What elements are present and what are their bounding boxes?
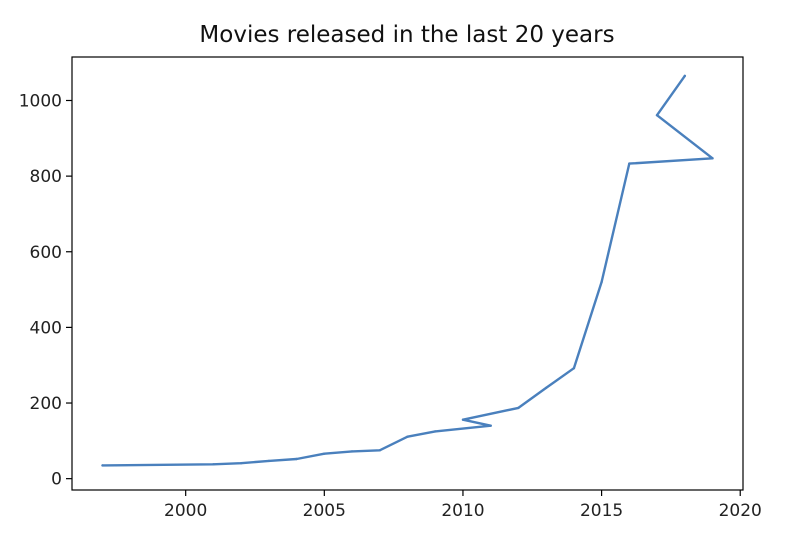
data-point (267, 459, 271, 463)
data-point (323, 452, 326, 455)
data-point (517, 406, 520, 410)
data-point (572, 367, 576, 370)
data-point (489, 424, 492, 427)
data-point (350, 450, 354, 453)
data-point (461, 418, 465, 421)
data-point (295, 457, 298, 461)
series-points (101, 74, 714, 467)
data-point (600, 280, 603, 284)
chart-title: Movies released in the last 20 years (199, 22, 614, 48)
x-tick-label: 2000 (164, 501, 207, 521)
data-point (378, 449, 381, 452)
y-tick-label: 400 (30, 318, 62, 338)
plot-area-frame (71, 56, 744, 491)
x-tick-label: 2005 (303, 501, 346, 521)
data-point (212, 463, 215, 466)
data-point (406, 435, 409, 438)
x-tick-label: 2020 (719, 501, 762, 521)
data-point (628, 162, 631, 165)
y-tick-label: 200 (30, 394, 62, 414)
data-point (655, 114, 659, 117)
y-tick-label: 600 (30, 243, 62, 263)
data-point (101, 464, 104, 467)
y-tick-label: 800 (30, 167, 62, 187)
data-point (711, 157, 714, 160)
data-point (239, 462, 243, 465)
data-point (683, 74, 686, 78)
y-tick-label: 1000 (19, 91, 62, 111)
data-point (434, 430, 437, 433)
series-line (101, 74, 714, 467)
x-axis: 2000 2005 2010 2015 2020 (164, 490, 762, 521)
x-tick-label: 2015 (580, 501, 623, 521)
y-axis: 0 200 400 600 800 1000 (19, 91, 72, 490)
x-tick-label: 2010 (441, 501, 484, 521)
y-tick-label: 0 (51, 470, 62, 490)
data-point (544, 386, 548, 390)
